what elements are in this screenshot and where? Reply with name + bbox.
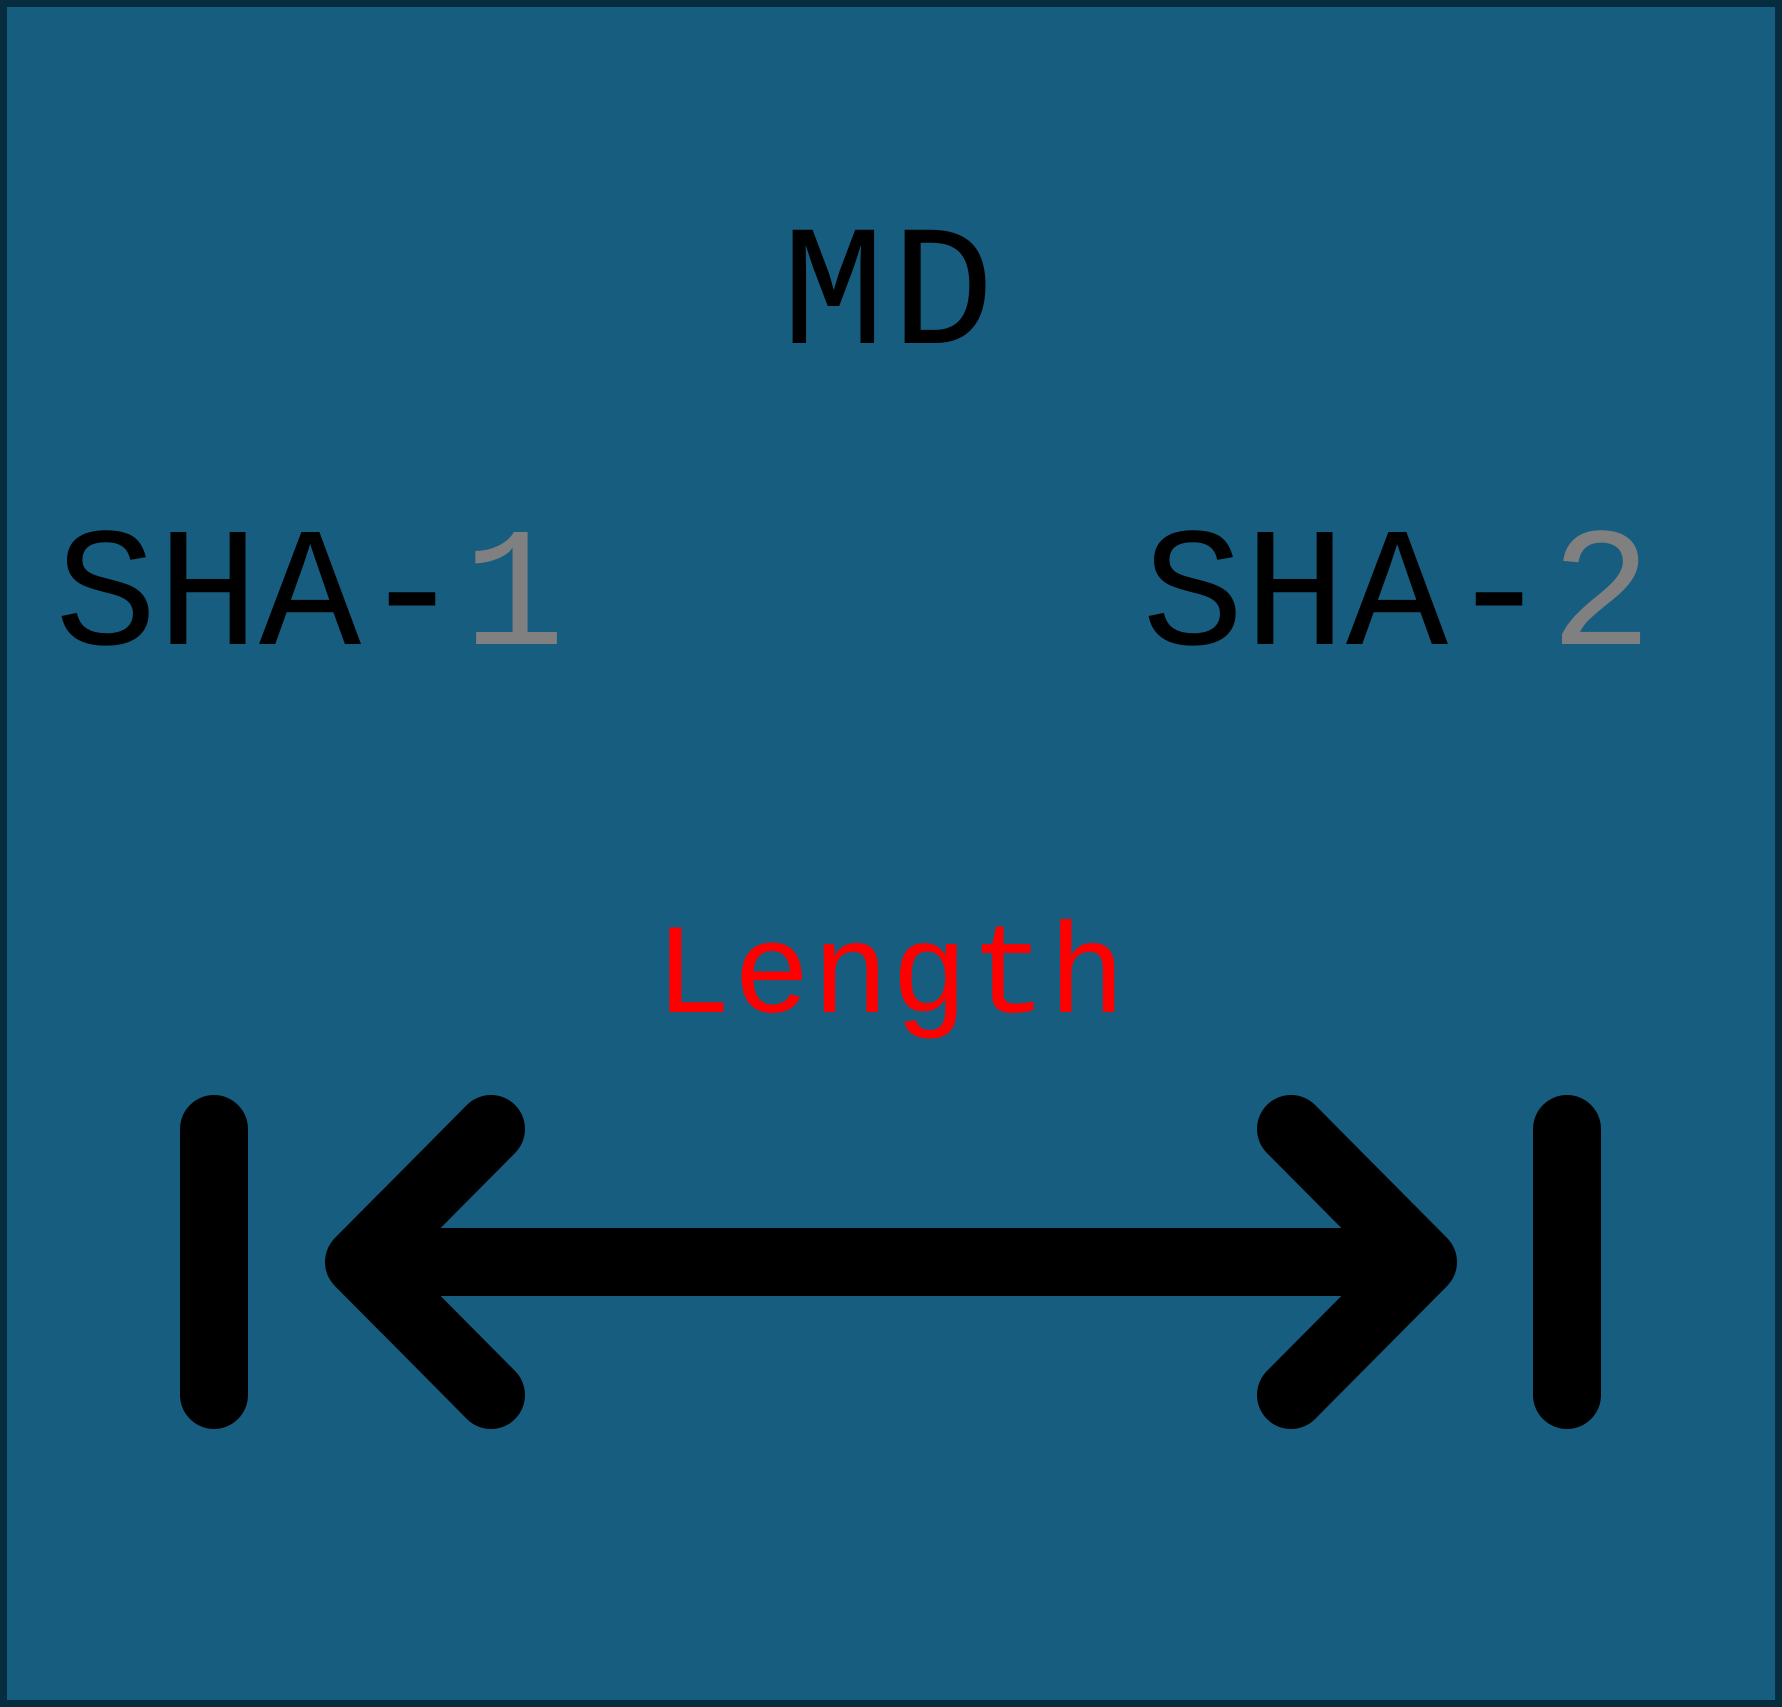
md-label: MD <box>781 200 1001 395</box>
sha-2-number: 2 <box>1550 503 1653 696</box>
left-arrowhead <box>325 1095 525 1429</box>
length-label: Length <box>654 906 1128 1051</box>
sha-1-prefix: SHA- <box>55 503 464 696</box>
sha-2-label: SHA-2 <box>1142 515 1652 685</box>
sha-2-prefix: SHA- <box>1142 503 1551 696</box>
sha-1-label: SHA-1 <box>55 515 565 685</box>
double-arrow-with-end-bars-icon <box>180 1095 1601 1429</box>
right-arrowhead <box>1257 1095 1457 1429</box>
sha-1-number: 1 <box>463 503 566 696</box>
